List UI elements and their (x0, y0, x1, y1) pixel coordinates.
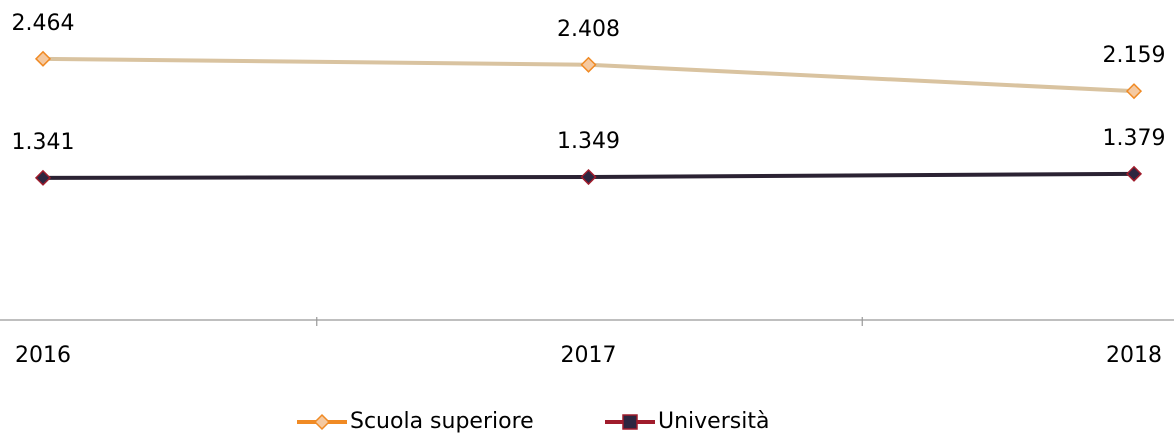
marker (34, 169, 52, 186)
x-tick-label: 2016 (15, 343, 71, 368)
marker (34, 50, 52, 67)
marker (1125, 83, 1143, 100)
data-label: 1.341 (12, 130, 75, 155)
marker (580, 168, 597, 186)
marker (580, 56, 597, 73)
marker (1125, 165, 1143, 182)
legend-label: Scuola superiore (350, 409, 534, 434)
legend-marker (622, 414, 638, 430)
legend-label: Università (658, 409, 769, 434)
data-label: 2.408 (557, 17, 620, 42)
data-label: 1.379 (1103, 126, 1166, 151)
data-label: 2.159 (1103, 43, 1166, 68)
data-label: 2.464 (12, 11, 75, 36)
legend-marker (313, 413, 331, 431)
x-tick-label: 2018 (1106, 343, 1162, 368)
data-label: 1.349 (557, 129, 620, 154)
x-tick-label: 2017 (561, 343, 617, 368)
